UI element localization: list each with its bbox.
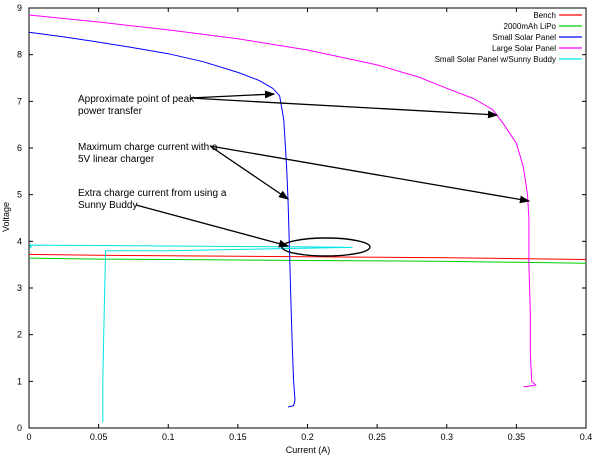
plot-frame	[28, 7, 587, 429]
x-tick-label: 0.15	[229, 432, 247, 442]
annotation-peak-power-arrow-2	[189, 97, 499, 119]
legend-label: Bench	[533, 11, 556, 20]
y-tick-label: 7	[17, 96, 22, 106]
series-line-small-solar-panel	[28, 31, 296, 408]
x-tick-label: 0.1	[162, 432, 175, 442]
y-tick-label: 8	[17, 50, 22, 60]
legend-label: Large Solar Panel	[492, 44, 556, 53]
series-line-large-solar-panel	[28, 14, 537, 388]
legend: Bench 2000mAh LiPo Small Solar Panel Large …	[435, 11, 582, 64]
y-tick-label: 5	[17, 190, 22, 200]
annotation-linear-charger: Maximum charge current with a 5V linear …	[78, 142, 531, 204]
legend-label: Small Solar Panel w/Sunny Buddy	[435, 55, 556, 64]
series-line-bench	[28, 253, 587, 260]
y-tick-label: 4	[17, 236, 22, 246]
y-tick-label: 2	[17, 330, 22, 340]
y-tick-label: 9	[17, 3, 22, 13]
annotation-sunny-buddy-arrow	[135, 204, 290, 248]
x-tick-label: 0.2	[301, 432, 314, 442]
annotation-sunny-buddy: Extra charge current from using a Sunny …	[78, 188, 371, 257]
annotation-linear-charger-arrow-1	[209, 145, 290, 200]
annotation-peak-power-line-1: Approximate point of peak	[78, 94, 195, 105]
x-tick-label: 0	[26, 432, 31, 442]
legend-label: Small Solar Panel	[492, 33, 556, 42]
annotation-linear-charger-line-1: Maximum charge current with a	[78, 142, 218, 153]
x-tick-label: 0.25	[368, 432, 386, 442]
y-tick-label: 1	[17, 376, 22, 386]
x-axis-label: Current (A)	[286, 445, 331, 455]
annotation-linear-charger-line-2: 5V linear charger	[78, 154, 155, 165]
y-axis-ticks: 0 1 2 3 4 5 6 7 8 9	[17, 3, 586, 433]
y-tick-label: 3	[17, 283, 22, 293]
annotation-peak-power-arrow-1	[189, 90, 276, 99]
y-tick-label: 0	[17, 423, 22, 433]
y-tick-label: 6	[17, 143, 22, 153]
x-tick-label: 0.4	[580, 432, 593, 442]
x-tick-label: 0.05	[90, 432, 108, 442]
annotation-sunny-buddy-line-2: Sunny Buddy	[78, 200, 138, 211]
annotation-peak-power-line-2: power transfer	[78, 106, 143, 117]
x-tick-label: 0.3	[440, 432, 453, 442]
annotation-sunny-buddy-line-1: Extra charge current from using a	[78, 188, 227, 199]
x-axis-ticks: 0 0.05 0.1 0.15 0.2 0.25 0.3 0.35 0.4	[26, 8, 592, 442]
series-group	[28, 14, 587, 423]
y-axis-label: Voltage	[1, 202, 11, 232]
series-line-small-solar-panel-w-sunny-buddy	[29, 243, 353, 423]
legend-label: 2000mAh LiPo	[504, 22, 557, 31]
annotation-sunny-buddy-ellipse	[281, 237, 371, 257]
annotation-peak-power: Approximate point of peak power transfer	[78, 90, 499, 119]
x-tick-label: 0.35	[508, 432, 526, 442]
annotation-linear-charger-arrow-2	[209, 145, 531, 204]
series-line-2000mah-lipo	[28, 257, 587, 264]
